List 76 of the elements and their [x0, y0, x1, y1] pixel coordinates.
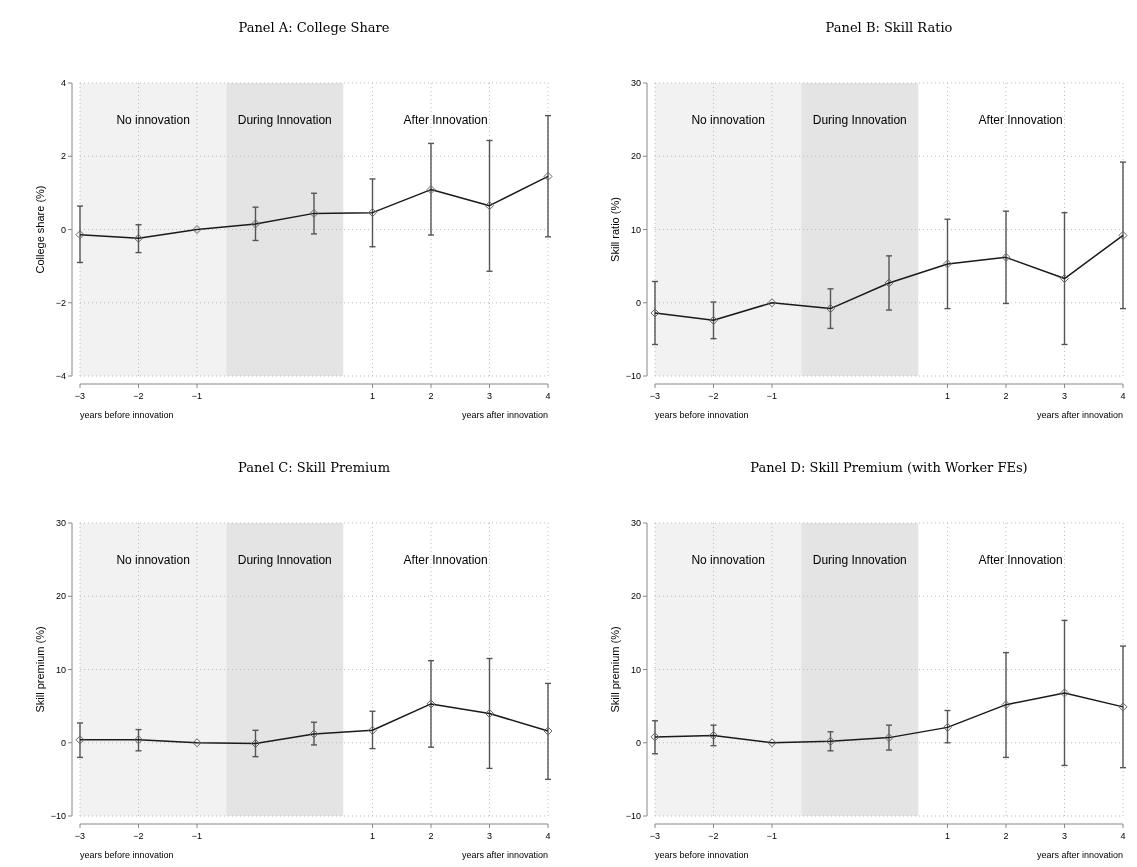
x-tick-label: 1 — [369, 831, 376, 841]
y-tick-label: 4 — [60, 78, 66, 88]
text: years before innovation — [80, 410, 174, 420]
x-tick-label: 2 — [1003, 831, 1009, 841]
y-tick-label: 10 — [55, 664, 66, 675]
chart-title: Panel C: Skill Premium — [238, 460, 390, 475]
x-tick-label: 1 — [944, 831, 951, 841]
x-tick-label: 4 — [545, 831, 551, 841]
x-tick-label: 2 — [428, 831, 434, 841]
annotation: After Innovation — [978, 553, 1063, 567]
text: years after innovation — [1036, 410, 1123, 420]
y-tick-label: −10 — [625, 371, 641, 381]
text: years before innovation — [655, 850, 749, 860]
annotation: After Innovation — [978, 113, 1063, 127]
y-tick-label: 20 — [630, 591, 641, 602]
annotation: No innovation — [691, 113, 765, 127]
annotation: No innovation — [116, 553, 190, 567]
y-tick-label: −10 — [625, 811, 641, 821]
x-tick-label: 3 — [1061, 391, 1068, 401]
annotation: During Innovation — [812, 553, 907, 567]
annotation: After Innovation — [403, 113, 488, 127]
x-tick-label: 3 — [1061, 831, 1068, 841]
x-tick-label: 4 — [1120, 831, 1126, 841]
chart-title: Panel B: Skill Ratio — [825, 20, 953, 35]
text: years after innovation — [1036, 850, 1123, 860]
annotation: During Innovation — [237, 553, 332, 567]
x-tick-label: 4 — [545, 391, 551, 401]
x-tick-label: 3 — [486, 831, 493, 841]
x-tick-label: −2 — [708, 391, 719, 401]
y-tick-label: 2 — [60, 151, 66, 162]
y-tick-label: 10 — [630, 664, 641, 675]
x-tick-label: −1 — [766, 391, 778, 401]
y-tick-label: −10 — [50, 811, 66, 821]
x-tick-label: 1 — [944, 391, 951, 401]
x-tick-label: −3 — [74, 391, 86, 401]
y-tick-label: 20 — [55, 591, 66, 602]
annotation: No innovation — [116, 113, 190, 127]
text: years before innovation — [655, 410, 749, 420]
annotation: After Innovation — [403, 553, 488, 567]
x-tick-label: 2 — [1003, 391, 1009, 401]
x-tick-label: 3 — [486, 391, 493, 401]
y-axis-title: College share (%) — [34, 185, 46, 274]
text: years after innovation — [461, 410, 548, 420]
y-tick-label: 0 — [635, 737, 641, 748]
y-tick-label: 10 — [630, 224, 641, 235]
x-tick-label: −1 — [191, 391, 203, 401]
chart-title: Panel D: Skill Premium (with Worker FEs) — [750, 460, 1028, 475]
y-tick-label: 0 — [60, 224, 66, 235]
annotation: During Innovation — [237, 113, 332, 127]
x-tick-label: 1 — [369, 391, 376, 401]
y-tick-label: 30 — [55, 518, 66, 528]
x-tick-label: −3 — [74, 831, 86, 841]
y-tick-label: 30 — [630, 78, 641, 88]
y-tick-label: 0 — [635, 297, 641, 308]
x-tick-label: −3 — [649, 391, 661, 401]
y-axis-title: Skill premium (%) — [609, 626, 621, 713]
y-tick-label: 30 — [630, 518, 641, 528]
x-tick-label: −2 — [133, 391, 144, 401]
annotation: During Innovation — [812, 113, 907, 127]
x-tick-label: −3 — [649, 831, 661, 841]
x-tick-label: −2 — [708, 831, 719, 841]
y-tick-label: 20 — [630, 151, 641, 162]
x-tick-label: 4 — [1120, 391, 1126, 401]
text: years after innovation — [461, 850, 548, 860]
x-tick-label: −1 — [191, 831, 203, 841]
y-tick-label: 0 — [60, 737, 66, 748]
y-axis-title: Skill premium (%) — [34, 626, 46, 713]
y-tick-label: −4 — [55, 371, 66, 381]
text: years before innovation — [80, 850, 174, 860]
x-tick-label: 2 — [428, 391, 434, 401]
y-tick-label: −2 — [55, 297, 66, 308]
x-tick-label: −1 — [766, 831, 778, 841]
y-axis-title: Skill ratio (%) — [609, 197, 621, 262]
chart-title: Panel A: College Share — [238, 20, 390, 35]
x-tick-label: −2 — [133, 831, 144, 841]
annotation: No innovation — [691, 553, 765, 567]
